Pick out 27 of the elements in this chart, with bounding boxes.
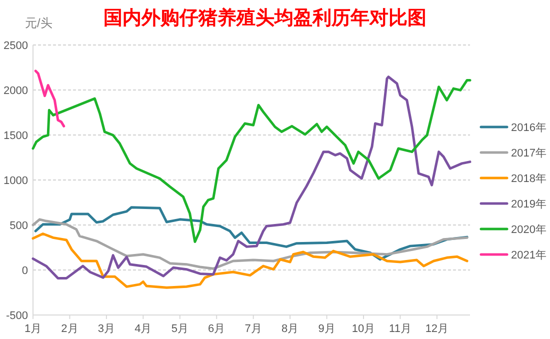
x-tick-label: 7月	[244, 323, 262, 335]
y-tick-label: 2000	[4, 85, 28, 97]
legend-label: 2017年	[511, 148, 546, 160]
x-tick-label: 12月	[425, 323, 449, 335]
y-tick-label: 500	[10, 220, 28, 232]
x-tick-label: 3月	[98, 323, 116, 335]
legend-label: 2021年	[511, 250, 546, 262]
legend-label: 2018年	[511, 173, 546, 185]
x-tick-label: 2月	[61, 323, 78, 335]
chart-title: 国内外购仔猪养殖头均盈利历年对比图	[104, 7, 426, 29]
x-tick-label: 6月	[208, 323, 226, 335]
x-tick-label: 10月	[352, 323, 376, 335]
x-tick-label: 8月	[281, 323, 299, 335]
x-tick-label: 5月	[171, 323, 188, 335]
legend-label: 2016年	[511, 122, 546, 134]
y-tick-label: 1500	[4, 130, 28, 142]
legend-label: 2019年	[511, 198, 546, 210]
legend-label: 2020年	[511, 224, 546, 236]
y-tick-label: 0	[22, 265, 28, 277]
y-tick-label: -500	[6, 310, 28, 322]
y-axis-title: 元/头	[25, 16, 52, 30]
x-tick-label: 1月	[24, 323, 42, 335]
y-tick-label: 1000	[4, 175, 28, 187]
x-tick-label: 9月	[318, 323, 336, 335]
x-tick-label: 11月	[389, 323, 412, 335]
y-tick-label: 2500	[4, 40, 28, 52]
x-tick-label: 4月	[134, 323, 152, 335]
